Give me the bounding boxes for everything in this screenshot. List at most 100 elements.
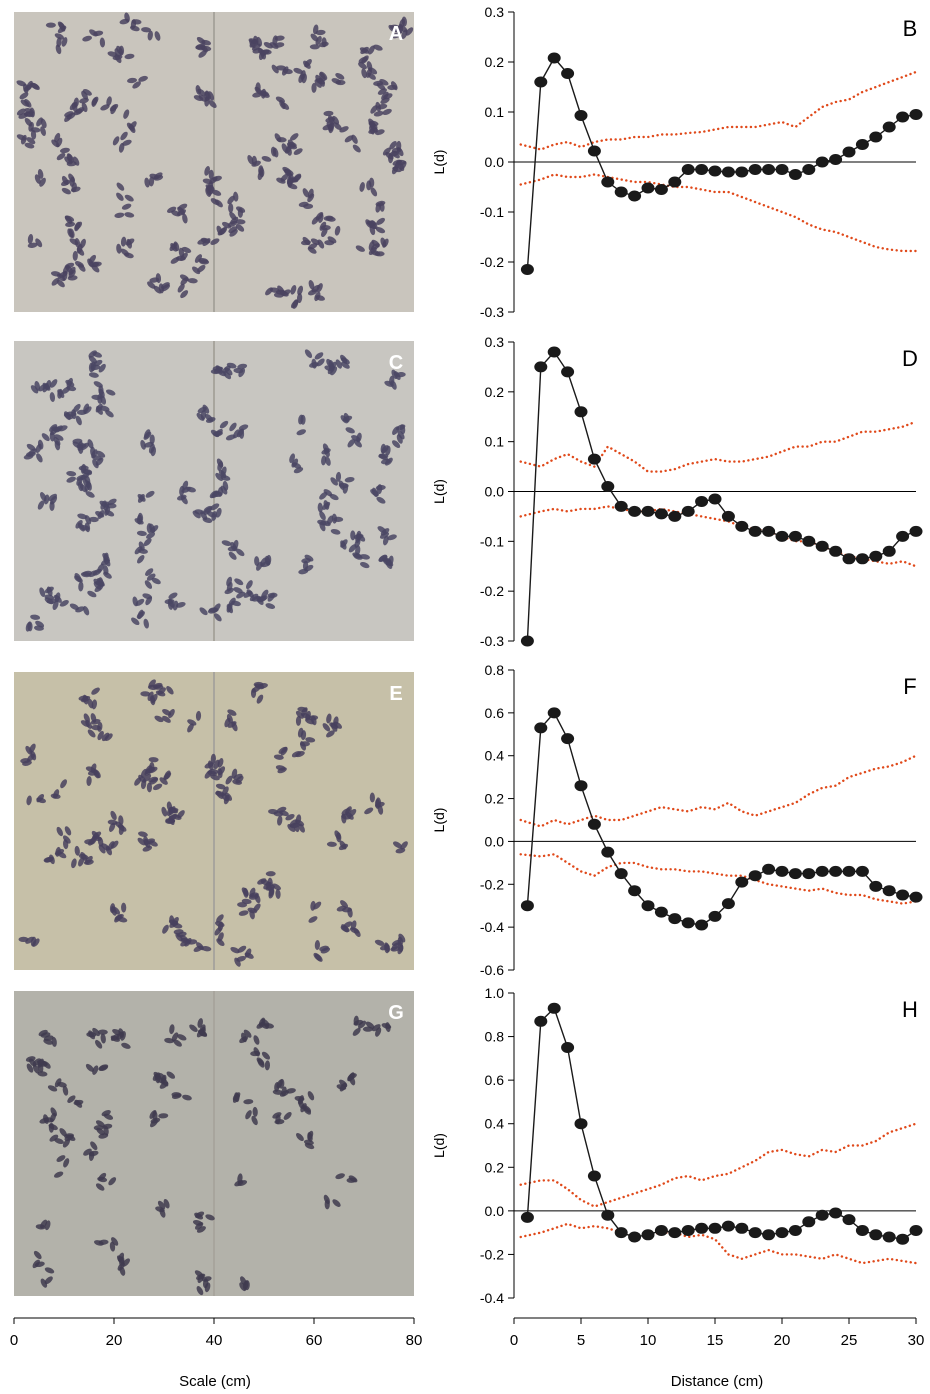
observed-point: [829, 154, 843, 165]
observed-point: [855, 139, 869, 150]
seed-cluster: [237, 902, 261, 920]
scale-axis-label: Scale (cm): [179, 1373, 251, 1390]
seed-cluster: [248, 38, 261, 51]
seed-cluster: [85, 1063, 109, 1075]
observed-point: [802, 1216, 816, 1228]
seed-cluster: [202, 175, 222, 197]
seed-cluster: [144, 172, 164, 188]
scale-tick-label: 80: [406, 1332, 423, 1349]
seed-cluster: [176, 480, 196, 505]
seed-cluster: [225, 768, 244, 785]
x-tick-label: 10: [640, 1332, 657, 1349]
seed-cluster: [85, 763, 101, 787]
observed-point: [547, 1002, 561, 1014]
observed-point: [641, 505, 655, 517]
seed-cluster: [81, 89, 99, 113]
x-tick-label: 0: [510, 1332, 518, 1349]
lower-envelope-line: [519, 1222, 918, 1265]
seed-cluster: [301, 710, 317, 726]
y-tick-label: 0.4: [485, 1116, 505, 1132]
seed-cluster: [309, 37, 329, 50]
observed-point: [547, 707, 561, 719]
seed-cluster: [18, 936, 40, 947]
observed-point: [641, 182, 655, 194]
y-tick-label: -0.3: [480, 304, 504, 320]
seed-cluster: [34, 169, 46, 187]
seed-cluster: [114, 203, 135, 218]
seed-cluster: [25, 614, 45, 632]
observed-point: [534, 1015, 548, 1027]
observed-point: [909, 1225, 923, 1236]
seed-cluster: [271, 64, 293, 76]
observed-point: [788, 530, 802, 542]
seed-cluster: [230, 945, 254, 967]
seed-cluster: [215, 458, 231, 481]
seed-cluster: [40, 1267, 55, 1288]
seed-cluster: [71, 845, 94, 869]
seed-cluster: [256, 1017, 275, 1029]
photo-panel-e: E: [14, 672, 414, 970]
seed-cluster: [245, 1106, 258, 1126]
seed-cluster: [254, 554, 272, 571]
seed-cluster: [149, 1110, 169, 1128]
observed-point: [775, 530, 789, 542]
seed-cluster: [341, 806, 357, 824]
seed-cluster: [384, 369, 406, 390]
seed-cluster: [61, 173, 81, 195]
seed-cluster: [364, 792, 385, 815]
observed-point: [788, 169, 802, 180]
seed-cluster: [215, 783, 233, 805]
seed-cluster: [49, 1128, 76, 1148]
seed-cluster: [97, 721, 113, 742]
seed-cluster: [23, 439, 44, 463]
y-tick-label: 0.1: [485, 104, 505, 120]
seed-cluster: [98, 840, 119, 856]
y-tick-label: -0.2: [480, 876, 504, 892]
observed-point: [775, 865, 789, 877]
photo-label: G: [388, 1002, 404, 1024]
seed-cluster: [95, 500, 117, 519]
seed-cluster: [144, 568, 161, 589]
seed-cluster: [388, 153, 407, 175]
seed-cluster: [127, 75, 148, 89]
seed-cluster: [116, 182, 134, 202]
seed-cluster: [368, 118, 385, 136]
seed-cluster: [37, 492, 58, 512]
seed-cluster: [114, 48, 135, 64]
seed-cluster: [162, 915, 184, 935]
seed-cluster: [226, 597, 241, 614]
observed-line: [526, 56, 917, 270]
seed-cluster: [78, 687, 100, 710]
seed-cluster: [140, 429, 157, 457]
observed-point: [748, 1227, 762, 1239]
observed-point: [896, 530, 910, 542]
seed-cluster: [77, 475, 95, 498]
photo-label: E: [389, 683, 402, 705]
seed-cluster: [148, 770, 172, 791]
y-tick-label: 0.6: [485, 705, 505, 721]
seed-cluster: [137, 831, 158, 852]
seed-cluster: [293, 59, 312, 84]
scale-axis: Scale (cm) 0 20 40 60 80: [10, 1317, 423, 1390]
seed-cluster: [331, 72, 346, 86]
seed-cluster: [191, 254, 210, 275]
seed-cluster: [74, 570, 93, 592]
observed-point: [775, 164, 789, 175]
seed-cluster: [224, 709, 238, 732]
observed-point: [614, 868, 628, 880]
seed-cluster: [140, 679, 163, 706]
observed-point: [561, 366, 575, 378]
chart-panel-b: -0.3 -0.2 -0.1 0.0 0.1 0.2 0.3 L(d) B: [431, 4, 923, 320]
seed-cluster: [317, 500, 331, 513]
photo-panel-g: G: [14, 991, 414, 1296]
observed-point: [869, 550, 883, 562]
seed-cluster: [55, 37, 68, 55]
y-tick-label: -0.1: [480, 533, 504, 549]
observed-point: [681, 164, 695, 175]
photo-panel-c: C: [14, 341, 414, 641]
observed-point: [855, 1225, 869, 1236]
observed-point: [681, 505, 695, 517]
seed-cluster: [199, 603, 222, 622]
seed-cluster: [330, 471, 355, 494]
upper-envelope-line: [519, 1122, 918, 1208]
